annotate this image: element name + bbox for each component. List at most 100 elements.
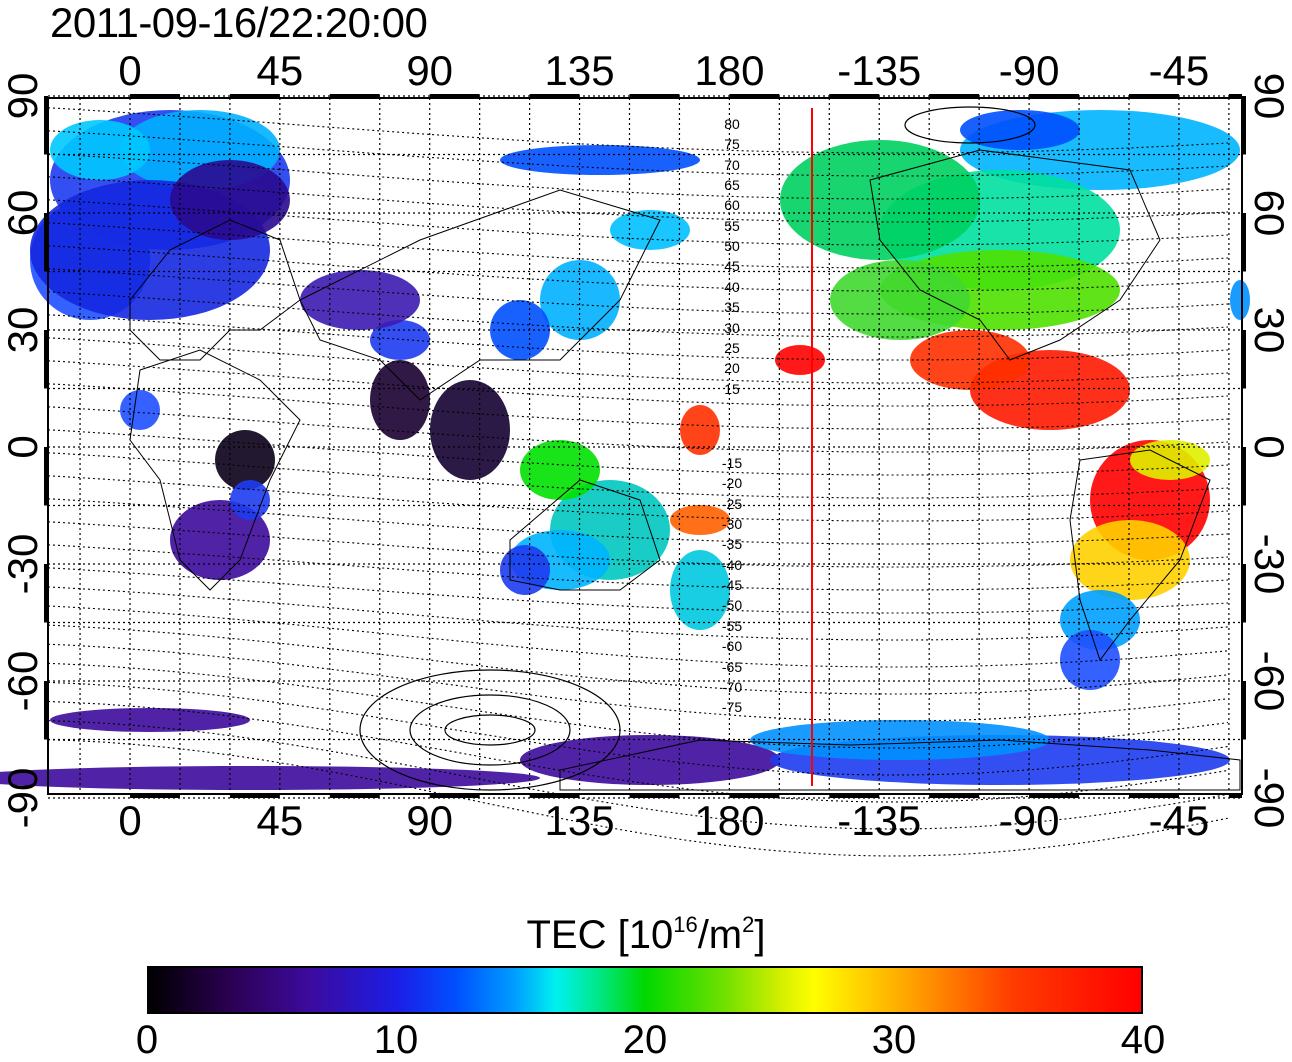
mag-contour-12 bbox=[47, 383, 1229, 430]
mag-contour-1 bbox=[47, 130, 1229, 177]
bottom-scale-bar bbox=[1129, 794, 1179, 798]
magnetic-latitude-label: 15 bbox=[724, 380, 740, 397]
bottom-scale-bar bbox=[1228, 794, 1242, 798]
magnetic-latitude-label: -20 bbox=[721, 475, 743, 492]
lon-tick-bottom: 135 bbox=[544, 797, 615, 844]
mag-contour-22 bbox=[47, 605, 1229, 668]
right-scale-bar bbox=[1242, 447, 1246, 506]
mag-contour-10 bbox=[47, 337, 1229, 384]
magnetic-latitude-label: -35 bbox=[721, 536, 743, 553]
top-scale-bar bbox=[229, 94, 280, 98]
top-scale-bar bbox=[829, 94, 880, 98]
magnetic-latitude-label: 70 bbox=[724, 156, 740, 173]
bottom-scale-bar bbox=[429, 794, 480, 798]
bottom-scale-bar bbox=[130, 794, 180, 798]
mag-contour-14 bbox=[47, 429, 1229, 476]
tec-region-35 bbox=[120, 390, 160, 430]
mag-pole-ring-2 bbox=[359, 669, 621, 791]
lon-tick-bottom: -45 bbox=[1148, 797, 1210, 844]
colorbar-title: TEC [1016/m2] bbox=[526, 912, 766, 957]
colorbar-tick: 20 bbox=[622, 1018, 668, 1062]
tec-region-43 bbox=[500, 145, 700, 175]
tec-region-18 bbox=[1060, 630, 1120, 690]
left-scale-bar bbox=[44, 96, 48, 155]
mag-pole-ring-0 bbox=[444, 714, 536, 746]
lon-tick-bottom: 45 bbox=[256, 797, 304, 844]
timestamp-title: 2011-09-16/22:20:00 bbox=[50, 0, 428, 46]
bottom-scale-bar bbox=[229, 794, 280, 798]
magnetic-latitude-label: -60 bbox=[721, 638, 743, 655]
coastline-0 bbox=[129, 219, 301, 361]
lon-tick-top: -90 bbox=[998, 47, 1060, 94]
colorbar-tick: 0 bbox=[135, 1018, 159, 1062]
magnetic-latitude-label: -30 bbox=[721, 516, 743, 533]
mag-contour-18 bbox=[47, 521, 1229, 568]
top-scale-bar bbox=[929, 94, 980, 98]
tec-region-33 bbox=[170, 500, 270, 580]
tec-region-38 bbox=[520, 735, 780, 785]
magnetic-latitude-label: 25 bbox=[724, 339, 740, 356]
tec-region-5 bbox=[50, 120, 150, 180]
top-scale-bar bbox=[1228, 94, 1242, 98]
mag-contour-5 bbox=[47, 222, 1229, 269]
tec-data-layer bbox=[0, 110, 1250, 790]
lat-tick-left: -90 bbox=[0, 767, 46, 829]
mag-pole-ring-1 bbox=[409, 694, 571, 766]
mag-contour-0 bbox=[47, 107, 1229, 154]
tec-region-9 bbox=[780, 140, 980, 260]
tec-region-15 bbox=[1070, 520, 1190, 600]
top-scale-bar bbox=[729, 94, 780, 98]
lon-tick-bottom: 180 bbox=[694, 797, 765, 844]
lon-tick-top: -45 bbox=[1148, 47, 1210, 94]
lat-tick-right: 30 bbox=[1246, 306, 1292, 354]
lon-tick-top: 45 bbox=[256, 47, 304, 94]
mag-contour-9 bbox=[47, 314, 1229, 361]
magnetic-latitude-label: -65 bbox=[721, 658, 743, 675]
lon-tick-top: 180 bbox=[694, 47, 765, 94]
tec-region-26 bbox=[500, 545, 550, 595]
mag-contour-7 bbox=[47, 268, 1229, 315]
mag-contour-19 bbox=[47, 544, 1229, 591]
tec-region-25 bbox=[520, 440, 600, 500]
lat-tick-right: 60 bbox=[1246, 189, 1292, 237]
lat-tick-right: 90 bbox=[1246, 72, 1292, 120]
top-scale-bar bbox=[1029, 94, 1080, 98]
lat-tick-right: 0 bbox=[1246, 435, 1292, 459]
coastline-5 bbox=[1069, 449, 1211, 662]
tec-region-44 bbox=[1230, 280, 1250, 320]
mag-north-ring bbox=[904, 106, 1036, 144]
mag-contour-16 bbox=[47, 475, 1229, 522]
bottom-scale-bar bbox=[929, 794, 980, 798]
top-scale-bar bbox=[1129, 94, 1179, 98]
top-scale-bar bbox=[629, 94, 680, 98]
magnetic-latitude-label: -50 bbox=[721, 597, 743, 614]
mag-contour-26 bbox=[47, 681, 1229, 776]
left-scale-bar bbox=[44, 330, 48, 389]
magnetic-latitude-label: -70 bbox=[721, 678, 743, 695]
magnetic-latitude-label: 50 bbox=[724, 238, 740, 255]
mag-contour-21 bbox=[47, 586, 1229, 641]
tec-region-24 bbox=[670, 550, 730, 630]
right-scale-bar bbox=[1242, 330, 1246, 389]
colorbar-tick: 30 bbox=[871, 1018, 917, 1062]
bottom-scale-bar bbox=[329, 794, 380, 798]
tec-region-21 bbox=[670, 505, 730, 535]
tec-region-20 bbox=[680, 405, 720, 455]
top-scale-bar bbox=[329, 94, 380, 98]
mag-contour-8 bbox=[47, 291, 1229, 338]
magnetic-latitude-label: -55 bbox=[721, 617, 743, 634]
magnetic-latitude-label: 30 bbox=[724, 319, 740, 336]
mag-contour-17 bbox=[47, 498, 1229, 545]
lon-tick-top: 0 bbox=[118, 47, 142, 94]
lon-tick-top: -135 bbox=[837, 47, 922, 94]
mag-contour-4 bbox=[47, 199, 1229, 246]
mag-contour-13 bbox=[47, 406, 1229, 453]
mag-contour-20 bbox=[47, 567, 1229, 614]
bottom-scale-bar bbox=[529, 794, 580, 798]
lon-tick-bottom: -90 bbox=[998, 797, 1060, 844]
right-scale-bar bbox=[1242, 681, 1246, 740]
tec-region-30 bbox=[430, 380, 510, 480]
lat-tick-right: -60 bbox=[1246, 650, 1292, 712]
lat-tick-right: -90 bbox=[1246, 767, 1292, 829]
lat-tick-left: -60 bbox=[0, 650, 46, 712]
